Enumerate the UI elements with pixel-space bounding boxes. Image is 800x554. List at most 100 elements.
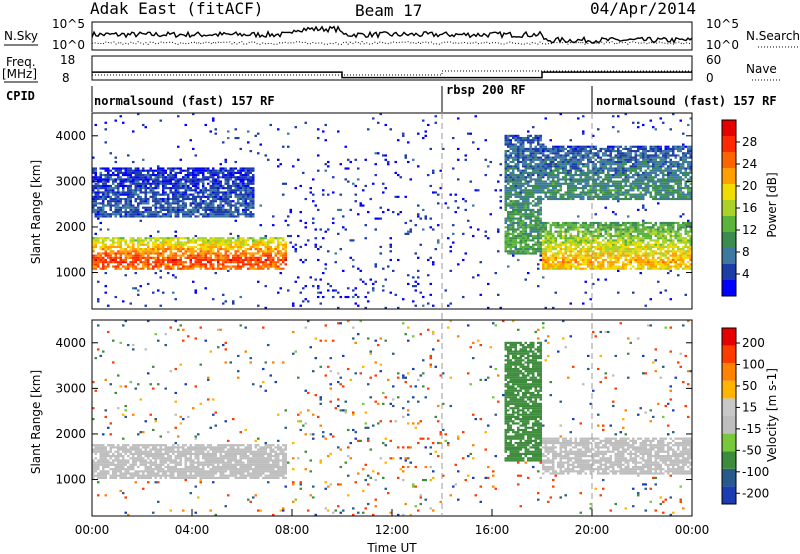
heatmap-cell [612, 248, 615, 251]
heatmap-cell [139, 254, 142, 257]
heatmap-cell [127, 206, 130, 209]
heatmap-cell [157, 245, 160, 249]
heatmap-cell [582, 171, 585, 174]
heatmap-cell [372, 289, 375, 292]
heatmap-cell [99, 267, 102, 270]
heatmap-cell [624, 154, 627, 157]
heatmap-cell [109, 245, 112, 249]
heatmap-cell [234, 180, 237, 183]
heatmap-cell [124, 204, 127, 207]
heatmap-cell [554, 145, 557, 148]
heatmap-cell [122, 261, 125, 264]
heatmap-cell [584, 173, 587, 177]
heatmap-cell [157, 215, 160, 218]
heatmap-cell [574, 184, 577, 188]
heatmap-cell [164, 243, 167, 246]
heatmap-cell [162, 171, 165, 174]
heatmap-cell [634, 167, 637, 170]
heatmap-cell [629, 261, 632, 264]
heatmap-cell [154, 176, 157, 179]
heatmap-cell [574, 154, 577, 157]
heatmap-cell [102, 211, 105, 214]
heatmap-cell [269, 258, 272, 262]
heatmap-cell [224, 250, 227, 253]
heatmap-cell [534, 234, 537, 238]
heatmap-cell [204, 237, 207, 240]
heatmap-cell [507, 265, 510, 268]
heatmap-cell [219, 176, 222, 179]
heatmap-cell [639, 160, 642, 164]
heatmap-cell [179, 258, 182, 262]
heatmap-cell [559, 232, 562, 235]
heatmap-cell [184, 191, 187, 194]
heatmap-cell [307, 300, 310, 303]
heatmap-cell [244, 254, 247, 257]
heatmap-cell [477, 274, 480, 277]
heatmap-cell [529, 239, 532, 242]
heatmap-cell [114, 215, 117, 218]
heatmap-cell [279, 254, 282, 257]
heatmap-cell [507, 230, 510, 233]
heatmap-cell [249, 204, 252, 207]
heatmap-cell [577, 261, 580, 264]
heatmap-cell [449, 269, 452, 272]
heatmap-cell [179, 208, 182, 211]
heatmap-cell [172, 237, 175, 240]
heatmap-cell [527, 200, 530, 203]
heatmap-cell [284, 219, 287, 222]
heatmap-cell [224, 187, 227, 190]
heatmap-cell [532, 139, 535, 142]
heatmap-cell [599, 228, 602, 231]
heatmap-cell [234, 208, 237, 211]
heatmap-cell [597, 178, 600, 181]
heatmap-cell [607, 189, 610, 192]
heatmap-cell [487, 165, 490, 168]
heatmap-cell [507, 154, 510, 157]
heatmap-cell [239, 204, 242, 207]
heatmap-cell [194, 167, 197, 170]
heatmap-cell [214, 254, 217, 257]
heatmap-cell [152, 187, 155, 190]
heatmap-cell [569, 237, 572, 240]
heatmap-cell [174, 263, 177, 266]
heatmap-cell [132, 261, 135, 264]
heatmap-cell [147, 252, 150, 255]
heatmap-cell [222, 211, 225, 214]
heatmap-cell [179, 263, 182, 266]
heatmap-cell [554, 241, 557, 244]
heatmap-cell [589, 195, 592, 198]
heatmap-cell [359, 204, 362, 207]
heatmap-cell [637, 224, 640, 227]
heatmap-cell [509, 195, 512, 198]
heatmap-cell [522, 178, 525, 181]
heatmap-cell [327, 228, 330, 231]
heatmap-cell [579, 176, 582, 179]
heatmap-cell [642, 252, 645, 255]
heatmap-cell [617, 147, 620, 151]
heatmap-cell [547, 195, 550, 198]
heatmap-cell [167, 267, 170, 270]
heatmap-cell [112, 211, 115, 214]
heatmap-cell [202, 254, 205, 257]
heatmap-cell [122, 191, 125, 194]
heatmap-cell [217, 263, 220, 266]
heatmap-cell [567, 228, 570, 231]
heatmap-cell [252, 245, 255, 249]
heatmap-cell [522, 224, 525, 227]
heatmap-cell [619, 189, 622, 192]
heatmap-cell [539, 243, 542, 246]
heatmap-cell [429, 147, 432, 151]
heatmap-cell [164, 213, 167, 216]
heatmap-cell [167, 195, 170, 198]
heatmap-cell [542, 167, 545, 170]
heatmap-cell [462, 232, 465, 235]
heatmap-cell [242, 265, 245, 268]
heatmap-cell [277, 165, 280, 168]
heatmap-cell [254, 258, 257, 262]
heatmap-cell [129, 197, 132, 201]
heatmap-cell [177, 211, 180, 214]
heatmap-cell [139, 197, 142, 201]
heatmap-cell [214, 197, 217, 201]
heatmap-cell [267, 254, 270, 257]
heatmap-cell [612, 243, 615, 246]
